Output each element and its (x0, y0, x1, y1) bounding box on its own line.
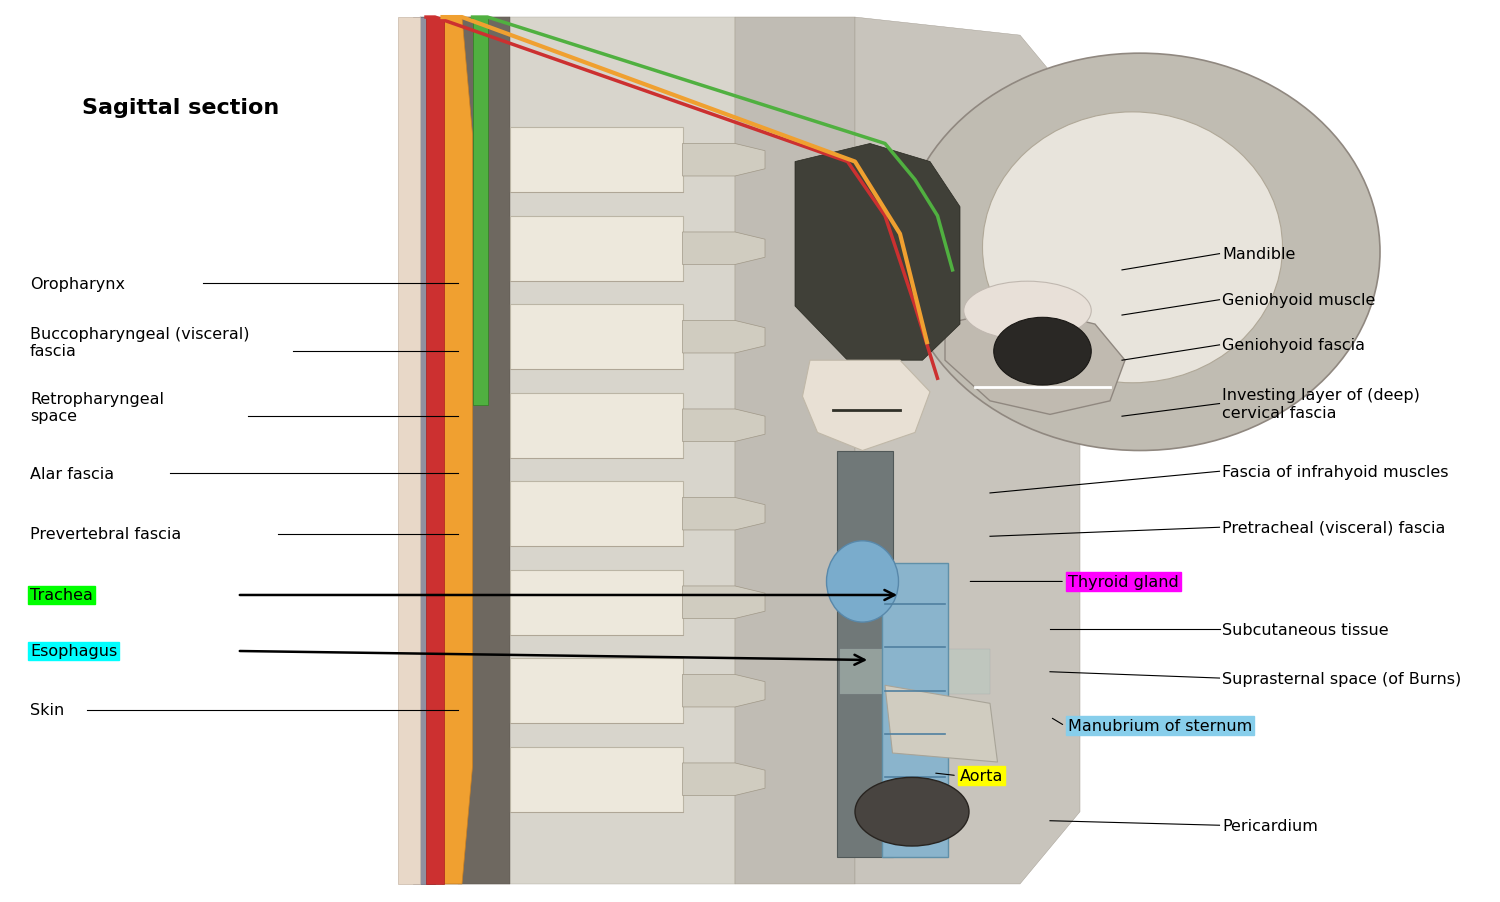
Text: Retropharyngeal
space: Retropharyngeal space (30, 391, 164, 424)
Text: Pretracheal (visceral) fascia: Pretracheal (visceral) fascia (1222, 520, 1446, 535)
Text: Prevertebral fascia: Prevertebral fascia (30, 527, 182, 541)
Text: Thyroid gland: Thyroid gland (1068, 575, 1179, 589)
Text: Esophagus: Esophagus (30, 644, 117, 658)
Polygon shape (472, 18, 488, 406)
Polygon shape (802, 361, 930, 451)
Polygon shape (458, 18, 735, 884)
Text: Buccopharyngeal (visceral)
fascia: Buccopharyngeal (visceral) fascia (30, 327, 249, 359)
Polygon shape (945, 307, 1125, 415)
Polygon shape (837, 451, 892, 857)
Polygon shape (682, 675, 765, 707)
Text: Suprasternal space (of Burns): Suprasternal space (of Burns) (1222, 671, 1461, 686)
Ellipse shape (827, 541, 898, 622)
Circle shape (855, 778, 969, 846)
Polygon shape (682, 321, 765, 354)
Polygon shape (735, 18, 855, 884)
Text: Mandible: Mandible (1222, 247, 1296, 262)
Polygon shape (840, 649, 990, 695)
Polygon shape (426, 18, 444, 884)
Text: Investing layer of (deep)
cervical fascia: Investing layer of (deep) cervical fasci… (1222, 388, 1420, 420)
Polygon shape (885, 686, 998, 762)
Text: Geniohyoid fascia: Geniohyoid fascia (1222, 338, 1365, 353)
Text: Skin: Skin (30, 703, 64, 717)
Text: Pericardium: Pericardium (1222, 818, 1318, 833)
Polygon shape (855, 18, 1080, 884)
Ellipse shape (963, 281, 1090, 340)
Polygon shape (882, 564, 948, 857)
Text: Fascia of infrahyoid muscles: Fascia of infrahyoid muscles (1222, 465, 1449, 479)
Polygon shape (795, 144, 960, 361)
Polygon shape (442, 18, 472, 884)
Polygon shape (510, 747, 682, 812)
Polygon shape (398, 18, 420, 884)
Polygon shape (510, 570, 682, 635)
Text: Trachea: Trachea (30, 588, 93, 603)
Polygon shape (413, 18, 435, 884)
Polygon shape (682, 763, 765, 796)
Polygon shape (682, 233, 765, 265)
Polygon shape (510, 482, 682, 547)
Text: Alar fascia: Alar fascia (30, 466, 114, 481)
Ellipse shape (900, 54, 1380, 451)
Polygon shape (682, 410, 765, 442)
Ellipse shape (982, 113, 1282, 383)
Ellipse shape (993, 318, 1090, 386)
Text: Manubrium of sternum: Manubrium of sternum (1068, 719, 1252, 733)
Polygon shape (510, 658, 682, 723)
Text: Sagittal section: Sagittal section (82, 98, 279, 118)
Polygon shape (682, 586, 765, 619)
Polygon shape (510, 216, 682, 281)
Polygon shape (510, 305, 682, 370)
Polygon shape (682, 498, 765, 530)
Polygon shape (510, 128, 682, 193)
Polygon shape (420, 18, 510, 884)
Polygon shape (682, 144, 765, 177)
Text: Aorta: Aorta (960, 769, 1004, 783)
Text: Subcutaneous tissue: Subcutaneous tissue (1222, 622, 1389, 637)
Text: Geniohyoid muscle: Geniohyoid muscle (1222, 293, 1376, 308)
Text: Oropharynx: Oropharynx (30, 277, 124, 291)
Polygon shape (510, 393, 682, 458)
